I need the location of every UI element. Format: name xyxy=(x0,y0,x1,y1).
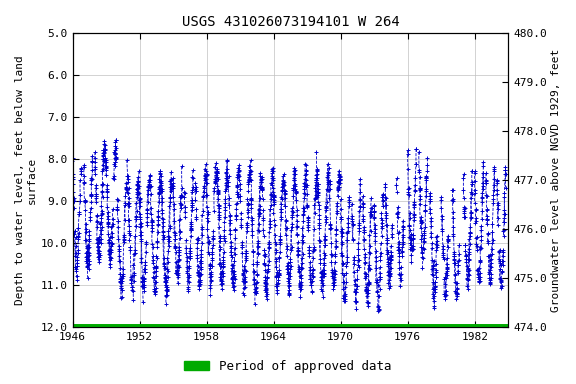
Y-axis label: Groundwater level above NGVD 1929, feet: Groundwater level above NGVD 1929, feet xyxy=(551,48,561,312)
Title: USGS 431026073194101 W 264: USGS 431026073194101 W 264 xyxy=(181,15,399,29)
Y-axis label: Depth to water level, feet below land
surface: Depth to water level, feet below land su… xyxy=(15,55,37,305)
Legend: Period of approved data: Period of approved data xyxy=(179,355,397,378)
